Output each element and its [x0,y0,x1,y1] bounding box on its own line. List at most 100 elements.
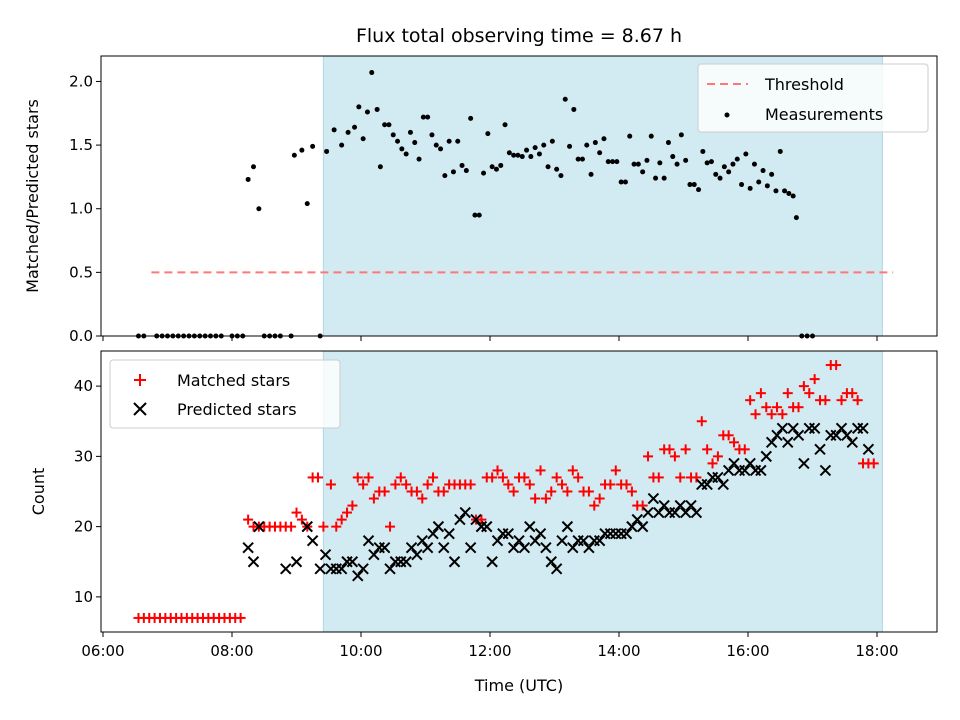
matched-star-point [508,486,519,497]
measurement-point [345,129,351,135]
measurement-point [545,164,551,170]
predicted-star-point [470,513,482,526]
predicted-star-point [464,541,477,554]
predicted-star-point [443,527,455,540]
measurement-point [407,129,413,135]
ratio-legend-box [697,63,929,133]
matched-star-point [411,486,422,497]
predicted-star-point [744,457,756,470]
measurement-point [498,162,504,168]
measurement-point [429,132,435,138]
matched-star-point [347,500,358,511]
measurement-point [657,160,663,166]
measurement-point [251,164,256,170]
measurement-point [575,156,581,162]
predicted-star-point [690,506,703,519]
measurement-point [412,140,418,146]
predicted-star-point [620,527,633,540]
predicted-star-point [534,527,547,540]
measurement-point [618,179,624,185]
measurement-point [541,142,547,148]
measurement-point [420,114,426,120]
measurement-point [403,151,409,157]
measurement-point [777,148,783,154]
matched-star-point [363,472,374,483]
measurement-point [773,188,779,194]
matched-star-point [318,521,329,532]
predicted-star-point [253,520,265,533]
matched-star-point [750,409,761,420]
count-panel: 10 20 30 40 06:00 08:00 10:00 12:00 14:00 16:00 1… [29,350,938,695]
legend-measurements-label: Measurements [765,105,883,124]
predicted-star-point [550,563,563,575]
predicted-star-point [583,541,595,554]
count-legend-box [109,359,341,429]
matched-star-point [804,388,815,399]
predicted-star-point [841,429,853,442]
matched-star-point [487,472,498,483]
matched-star-point [664,444,675,455]
matched-star-point [793,402,804,413]
measurement-point [463,168,469,174]
predicted-star-point [830,429,842,442]
measurement-point [377,164,383,170]
matched-star-point [492,465,503,476]
ratio-y-tick-label: 0.5 [69,263,93,281]
predicted-star-point [728,457,740,470]
measurement-point [739,182,745,188]
matched-star-point [562,486,573,497]
matched-star-point [336,514,347,525]
matched-star-point [610,465,621,476]
measurement-point [399,146,405,152]
measurement-point [635,161,641,167]
measurement-point [310,143,316,149]
predicted-star-point [862,443,875,456]
time-x-tick-label: 18:00 [855,642,898,660]
legend-predicted-swatch [133,402,147,416]
predicted-star-point [814,443,826,456]
matched-star-point [729,437,740,448]
matched-star-point [745,395,756,406]
measurement-point [450,169,456,175]
matched-star-point [385,521,396,532]
matched-star-point [422,479,433,490]
measurement-point [793,215,799,221]
measurement-point [786,190,792,196]
measurement-point [631,161,637,167]
measurement-point [425,114,431,120]
measurement-point [299,147,305,153]
matched-star-point [782,388,793,399]
time-x-axis-label: Time (UTC) [474,676,563,695]
measurement-point [769,171,775,177]
predicted-star-point [776,422,789,434]
predicted-star-point [518,541,531,554]
ratio-y-tick-label: 2.0 [69,72,93,90]
count-y-tick-label: 30 [74,447,93,465]
ratio-legend: Threshold Measurements [697,63,929,133]
matched-star-point [723,430,734,441]
legend-matched-swatch [134,374,146,386]
measurement-point [481,170,487,176]
measurement-point [704,160,710,166]
measurement-point [554,166,560,172]
matched-star-point [358,479,369,490]
measurement-point [730,161,736,167]
chart-title: Flux total observing time = 8.67 h [356,25,682,47]
count-y-axis-label: Count [29,468,48,516]
measurement-point [648,133,654,139]
measurement-point [528,154,534,160]
predicted-star-point [301,520,313,533]
matched-star-point [497,472,508,483]
matched-star-point [465,479,476,490]
measurement-point [713,171,719,177]
predicted-star-point [290,556,303,568]
measurement-point [485,131,491,137]
predicted-star-point [454,513,466,526]
measurement-point [433,142,439,148]
matched-star-point [820,395,831,406]
measurement-point [382,122,388,128]
count-y-tick-label: 40 [74,377,93,395]
matched-star-point [352,472,363,483]
measurement-point [579,156,585,162]
predicted-star-point [593,534,606,547]
